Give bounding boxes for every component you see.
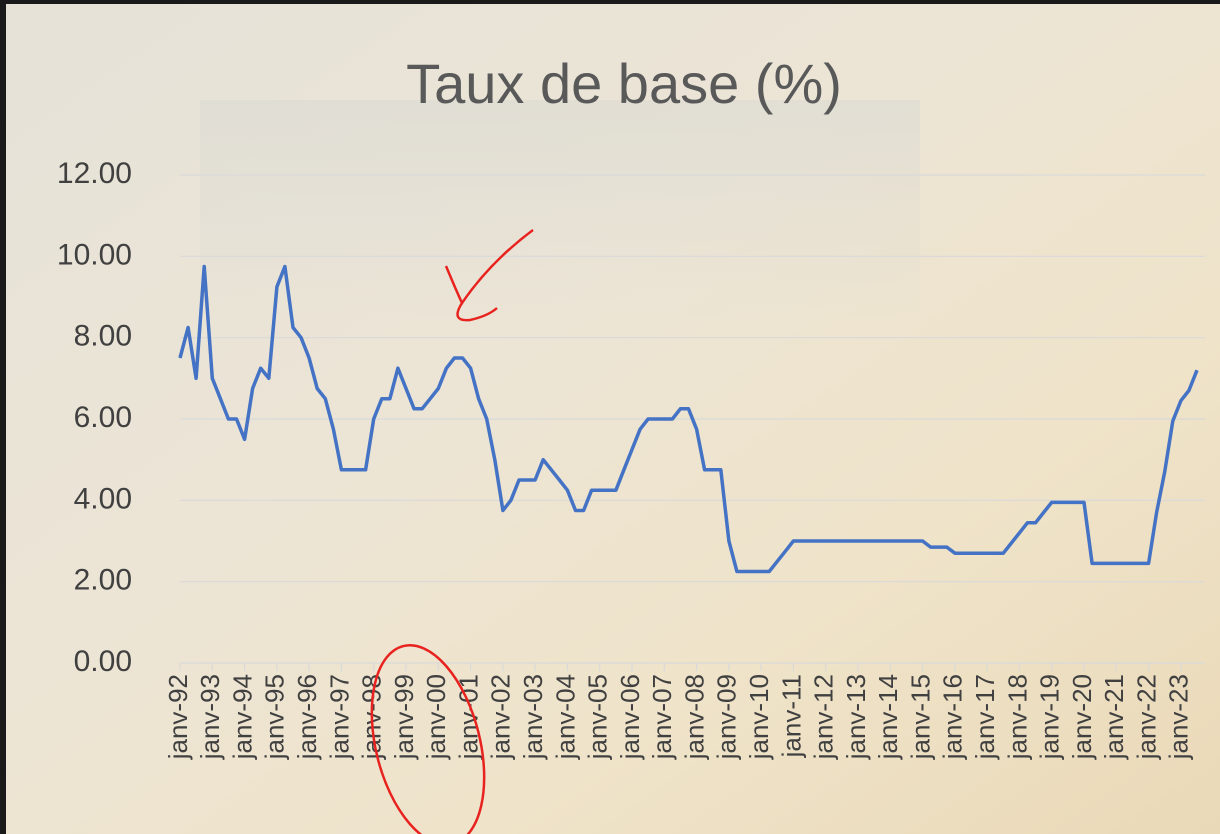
x-tick-label: janv-16 bbox=[938, 674, 968, 760]
x-tick-label: janv-15 bbox=[905, 674, 935, 760]
y-tick-label: 10.00 bbox=[57, 238, 132, 271]
x-tick-label: janv-19 bbox=[1035, 674, 1065, 760]
x-tick-label: janv-97 bbox=[324, 674, 354, 760]
x-tick-label: janv-96 bbox=[292, 674, 322, 760]
x-tick-label: janv-13 bbox=[841, 674, 871, 760]
x-tick-label: janv-22 bbox=[1131, 674, 1161, 760]
x-tick-label: janv-08 bbox=[679, 674, 709, 760]
circle-annotation bbox=[370, 643, 486, 834]
y-tick-label: 12.00 bbox=[57, 157, 132, 190]
x-tick-label: janv-05 bbox=[583, 674, 613, 760]
x-tick-label: janv-94 bbox=[227, 674, 257, 760]
check-annotation-tail bbox=[456, 302, 498, 322]
x-tick-label: janv-14 bbox=[873, 674, 903, 760]
x-tick-label: janv-20 bbox=[1067, 674, 1097, 760]
x-tick-label: janv-04 bbox=[550, 674, 580, 760]
x-tick-label: janv-23 bbox=[1164, 674, 1194, 760]
x-tick-label: janv-02 bbox=[486, 674, 516, 760]
y-tick-label: 8.00 bbox=[74, 320, 132, 353]
x-tick-label: janv-03 bbox=[518, 674, 548, 760]
data-line bbox=[178, 264, 1199, 574]
x-tick-label: janv-07 bbox=[647, 674, 677, 760]
y-tick-label: 0.00 bbox=[74, 645, 132, 678]
x-tick-label: janv-01 bbox=[453, 674, 483, 760]
x-tick-label: janv-95 bbox=[260, 674, 290, 760]
y-tick-label: 2.00 bbox=[74, 564, 132, 597]
x-tick-label: janv-06 bbox=[615, 674, 645, 760]
x-tick-label: janv-12 bbox=[809, 674, 839, 760]
x-tick-label: janv-99 bbox=[389, 674, 419, 760]
x-tick-label: janv-92 bbox=[163, 674, 193, 760]
background-band bbox=[200, 100, 920, 320]
y-tick-label: 6.00 bbox=[74, 401, 132, 434]
x-tick-label: janv-18 bbox=[1002, 674, 1032, 760]
y-tick-label: 4.00 bbox=[74, 482, 132, 515]
x-tick-label: janv-00 bbox=[421, 674, 451, 760]
x-tick-label: janv-09 bbox=[712, 674, 742, 760]
x-tick-label: janv-11 bbox=[776, 674, 806, 758]
check-annotation bbox=[444, 228, 534, 306]
x-tick-label: janv-21 bbox=[1099, 674, 1129, 760]
x-tick-label: janv-10 bbox=[744, 674, 774, 760]
chart-title: Taux de base (%) bbox=[406, 52, 842, 115]
x-tick-label: janv-93 bbox=[195, 674, 225, 760]
x-tick-label: janv-17 bbox=[970, 674, 1000, 760]
